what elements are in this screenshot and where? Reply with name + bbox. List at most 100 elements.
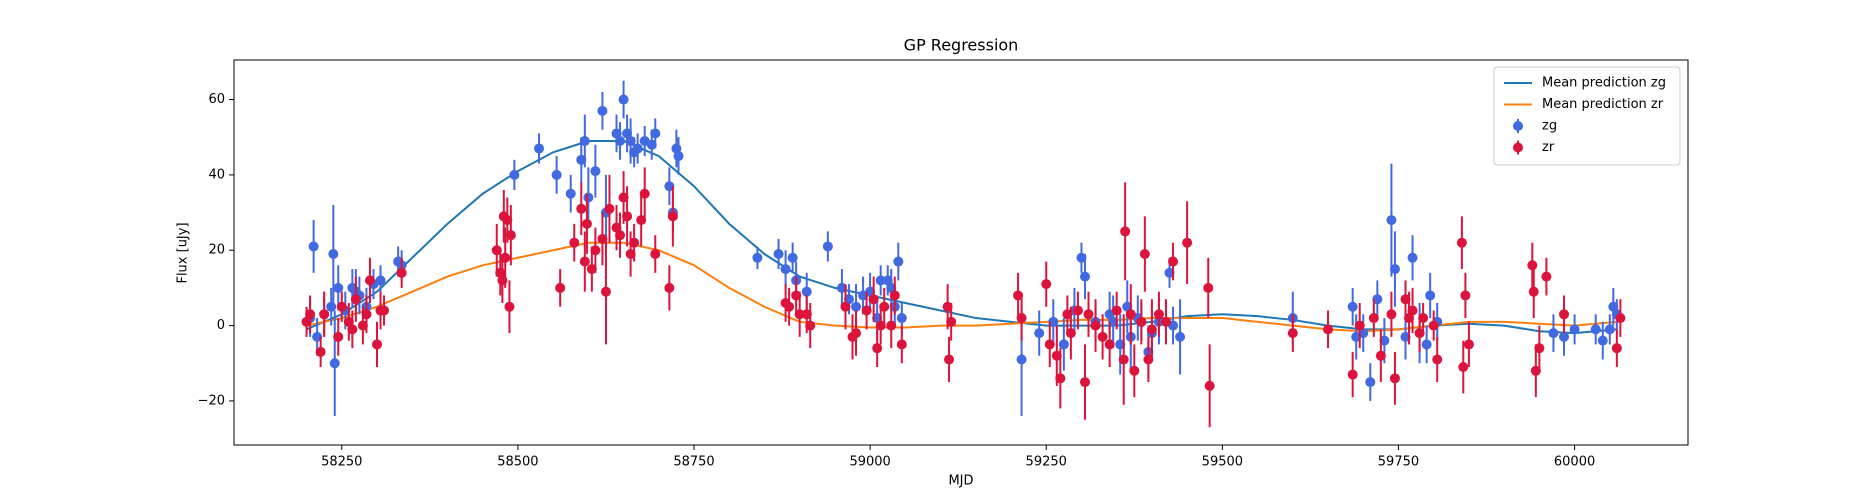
data-point	[622, 128, 633, 139]
data-point	[946, 316, 957, 327]
data-point	[1347, 301, 1358, 312]
data-point	[1559, 331, 1570, 342]
data-point	[1136, 316, 1147, 327]
data-point	[752, 252, 763, 263]
data-point	[868, 294, 879, 305]
data-point	[784, 301, 795, 312]
data-point	[667, 211, 678, 222]
data-point	[893, 256, 904, 267]
data-point	[1016, 354, 1027, 365]
data-point	[1153, 309, 1164, 320]
data-point	[650, 249, 661, 260]
data-point	[1111, 305, 1122, 316]
data-point	[312, 331, 323, 342]
data-point	[1108, 316, 1119, 327]
data-point	[1372, 294, 1383, 305]
data-point	[1175, 331, 1186, 342]
data-point	[942, 301, 953, 312]
data-point	[886, 282, 897, 293]
data-point	[1389, 264, 1400, 275]
data-point	[780, 264, 791, 275]
data-point	[500, 252, 511, 263]
data-point	[664, 282, 675, 293]
data-point	[1590, 324, 1601, 335]
data-point	[1044, 339, 1055, 350]
data-point	[579, 256, 590, 267]
data-point	[879, 301, 890, 312]
data-point	[1365, 377, 1376, 388]
data-point	[1204, 380, 1215, 391]
data-point	[604, 203, 615, 214]
data-point	[896, 339, 907, 350]
data-point	[315, 346, 326, 357]
data-point	[1079, 377, 1090, 388]
data-point	[1160, 316, 1171, 327]
data-point	[801, 309, 812, 320]
data-point	[576, 154, 587, 165]
data-point	[875, 320, 886, 331]
data-point	[1407, 252, 1418, 263]
data-point	[632, 143, 643, 154]
data-point	[822, 241, 833, 252]
legend-swatch	[1513, 121, 1523, 131]
data-point	[875, 275, 886, 286]
data-point	[569, 237, 580, 248]
data-point	[1400, 294, 1411, 305]
data-point	[1463, 339, 1474, 350]
data-point	[495, 267, 506, 278]
data-point	[615, 230, 626, 241]
data-point	[615, 135, 626, 146]
data-point	[673, 151, 684, 162]
data-point	[326, 301, 337, 312]
data-point	[1125, 309, 1136, 320]
data-point	[664, 181, 675, 192]
data-point	[611, 128, 622, 139]
data-point	[1456, 237, 1467, 248]
data-point	[1615, 313, 1626, 324]
x-tick-label: 59000	[849, 455, 890, 470]
data-point	[650, 128, 661, 139]
data-point	[1404, 313, 1415, 324]
data-point	[590, 166, 601, 177]
data-point	[375, 275, 386, 286]
data-point	[590, 245, 601, 256]
legend-label: Mean prediction zr	[1542, 97, 1664, 112]
data-point	[1548, 328, 1559, 339]
data-point	[1559, 309, 1570, 320]
data-point	[583, 192, 594, 203]
data-point	[1146, 324, 1157, 335]
data-point	[1323, 324, 1334, 335]
data-point	[1072, 305, 1083, 316]
data-point	[1182, 237, 1193, 248]
data-point	[1090, 320, 1101, 331]
x-tick-label: 58250	[321, 455, 362, 470]
data-point	[361, 309, 372, 320]
data-point	[622, 211, 633, 222]
data-point	[396, 267, 407, 278]
data-point	[576, 203, 587, 214]
plot-frame	[233, 59, 1689, 446]
data-point	[1407, 305, 1418, 316]
data-point	[1129, 365, 1140, 376]
legend-label: zr	[1542, 140, 1555, 155]
y-axis-label: Flux [uJy]	[176, 222, 191, 283]
data-point	[1528, 286, 1539, 297]
data-point	[1168, 256, 1179, 267]
y-tick-label: 20	[208, 243, 225, 258]
data-point	[851, 301, 862, 312]
data-point	[597, 233, 608, 244]
data-point	[504, 301, 515, 312]
data-point	[625, 249, 636, 260]
data-point	[505, 230, 516, 241]
data-point	[357, 320, 368, 331]
data-point	[1386, 309, 1397, 320]
data-point	[1041, 279, 1052, 290]
legend-swatch	[1513, 142, 1523, 153]
data-point	[840, 301, 851, 312]
x-tick-label: 59250	[1026, 455, 1067, 470]
data-point	[1013, 290, 1024, 301]
data-point	[534, 143, 545, 154]
data-point	[861, 305, 872, 316]
data-point	[1058, 339, 1069, 350]
